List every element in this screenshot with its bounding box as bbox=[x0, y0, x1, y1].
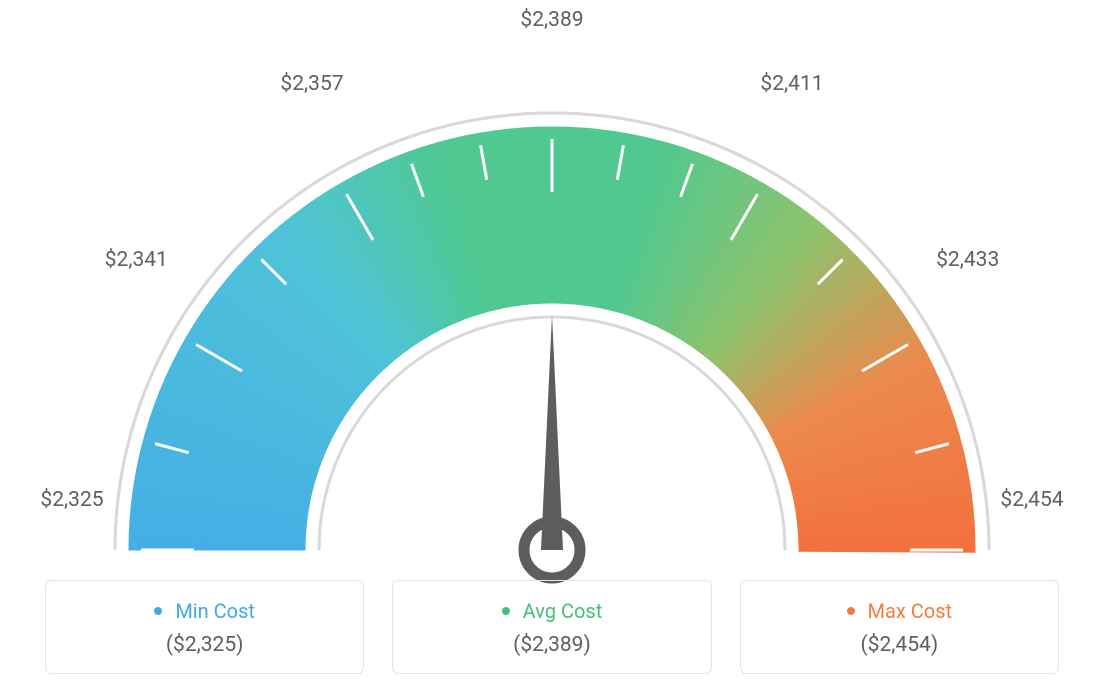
gauge-svg bbox=[0, 50, 1104, 610]
gauge-tick-label: $2,341 bbox=[105, 248, 168, 272]
dot-icon bbox=[847, 607, 855, 615]
gauge-chart: $2,325 $2,341 $2,357 $2,389 $2,411 $2,433 $2,4… bbox=[0, 0, 1104, 560]
legend-title-max: Max Cost bbox=[751, 599, 1048, 623]
legend-row: Min Cost ($2,325) Avg Cost ($2,389) Max … bbox=[0, 580, 1104, 674]
legend-title-text: Max Cost bbox=[868, 599, 953, 623]
legend-card-max: Max Cost ($2,454) bbox=[740, 580, 1059, 674]
gauge-tick-label: $2,454 bbox=[1000, 488, 1063, 512]
dot-icon bbox=[154, 607, 162, 615]
legend-card-min: Min Cost ($2,325) bbox=[45, 580, 364, 674]
dot-icon bbox=[502, 607, 510, 615]
legend-title-min: Min Cost bbox=[56, 599, 353, 623]
gauge-tick-label: $2,357 bbox=[280, 72, 343, 96]
legend-title-text: Min Cost bbox=[175, 599, 255, 623]
legend-title-text: Avg Cost bbox=[523, 599, 603, 623]
legend-title-avg: Avg Cost bbox=[403, 599, 700, 623]
gauge-tick-label: $2,325 bbox=[40, 488, 103, 512]
legend-value-max: ($2,454) bbox=[751, 633, 1048, 657]
gauge-tick-label: $2,389 bbox=[520, 8, 583, 32]
legend-value-min: ($2,325) bbox=[56, 633, 353, 657]
gauge-tick-label: $2,411 bbox=[760, 72, 823, 96]
gauge-tick-label: $2,433 bbox=[936, 248, 999, 272]
legend-card-avg: Avg Cost ($2,389) bbox=[392, 580, 711, 674]
legend-value-avg: ($2,389) bbox=[403, 633, 700, 657]
